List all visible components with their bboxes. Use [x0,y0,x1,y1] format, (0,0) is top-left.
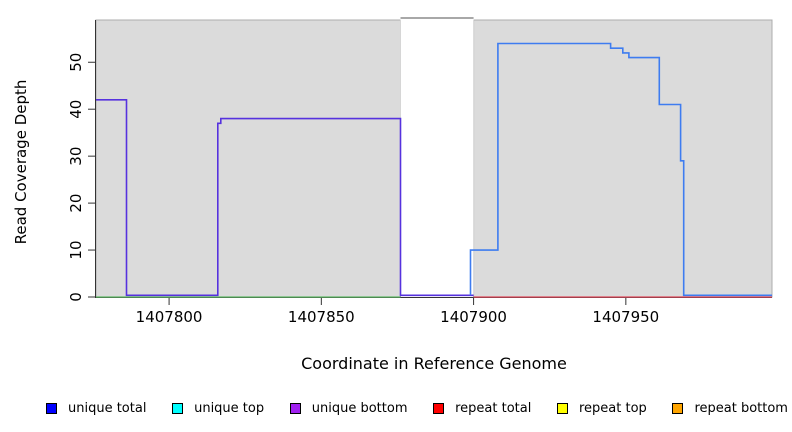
x-axis-title: Coordinate in Reference Genome [301,354,567,373]
legend-item-repeat-total: repeat total [433,401,531,416]
legend-label: repeat bottom [694,400,788,416]
y-tick-label: 10 [67,241,85,260]
repeat-total-swatch-icon [433,402,445,414]
legend-label: unique bottom [311,400,408,416]
legend: unique total unique top unique bottom re… [46,397,788,419]
legend-item-repeat-bottom: repeat bottom [672,401,788,416]
legend-item-unique-total: unique total [46,401,146,416]
legend-item-repeat-top: repeat top [557,401,647,416]
plot-area: 1407800 1407850 1407900 1407950 0 10 20 30 40 50 [67,17,773,326]
x-tick-label: 1407800 [136,308,203,326]
y-axis-title: Read Coverage Depth [12,79,30,245]
legend-label: unique total [68,400,147,416]
y-tick-label: 0 [67,292,85,302]
covered-region [473,19,773,298]
y-tick-label: 30 [67,147,85,166]
unique-total-swatch-icon [46,402,57,414]
series-line [96,99,474,297]
legend-label: unique top [194,400,265,416]
legend-item-unique-bottom: unique bottom [289,400,408,416]
series-line [469,42,772,297]
unique-top-swatch-icon [172,402,184,414]
y-tick-label: 50 [67,53,85,72]
legend-item-unique-top: unique top [172,401,264,416]
x-tick-label: 1407850 [288,308,355,326]
unique-bottom-swatch-icon [289,402,301,414]
repeat-bottom-swatch-icon [672,402,684,414]
y-tick-label: 20 [67,194,85,213]
covered-region [95,19,402,298]
repeat-top-swatch-icon [557,402,568,414]
y-tick-label: 40 [67,100,85,119]
legend-label: repeat top [579,400,647,416]
uncovered-gap [400,17,474,296]
x-tick-label: 1407950 [592,308,659,326]
x-tick-label: 1407900 [440,308,507,326]
legend-label: repeat total [455,400,532,416]
